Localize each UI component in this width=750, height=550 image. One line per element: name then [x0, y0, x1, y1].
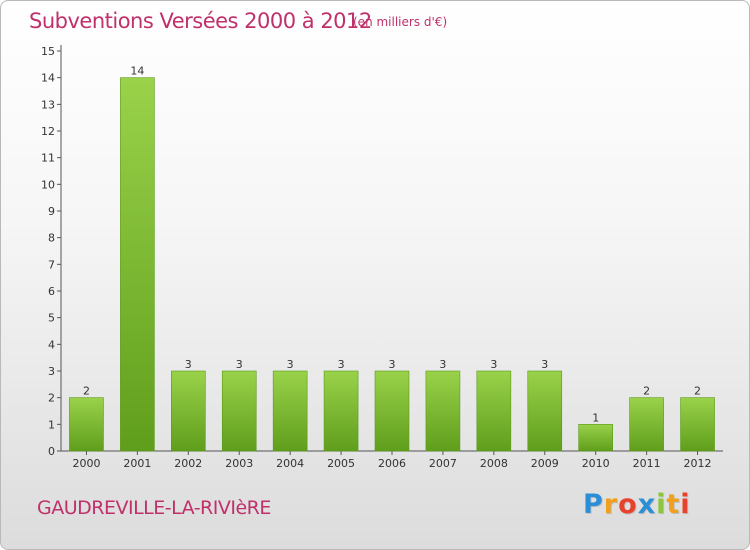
y-tick-label: 14	[41, 72, 55, 85]
x-tick-label: 2001	[123, 457, 151, 470]
x-tick-label: 2010	[582, 457, 610, 470]
bar-value-label: 2	[694, 385, 701, 398]
logo-letter: t	[666, 489, 680, 520]
y-tick-label: 1	[48, 418, 55, 431]
y-tick-label: 6	[48, 285, 55, 298]
y-tick-label: 13	[41, 98, 55, 111]
bar	[527, 370, 563, 452]
bar	[476, 370, 512, 452]
y-tick-label: 7	[48, 258, 55, 271]
y-tick-label: 11	[41, 152, 55, 165]
x-tick-label: 2008	[480, 457, 508, 470]
bar	[69, 397, 104, 452]
bar	[425, 370, 461, 452]
bar	[272, 370, 308, 452]
x-tick-label: 2003	[225, 457, 253, 470]
x-tick-label: 2005	[327, 457, 355, 470]
chart-units: (en milliers d'€)	[353, 15, 448, 29]
bar-value-label: 3	[541, 358, 548, 371]
bar	[120, 77, 155, 452]
bar	[578, 424, 613, 452]
bar	[680, 397, 715, 452]
bar-value-label: 3	[338, 358, 345, 371]
bar-value-label: 3	[389, 358, 396, 371]
chart-title: Subventions Versées 2000 à 2012	[29, 9, 372, 33]
x-tick-label: 2011	[633, 457, 661, 470]
bar-value-label: 3	[490, 358, 497, 371]
bar-value-label: 3	[236, 358, 243, 371]
x-tick-label: 2000	[72, 457, 100, 470]
y-tick-label: 15	[41, 45, 55, 58]
bar-value-label: 1	[592, 411, 599, 424]
y-tick-label: 3	[48, 365, 55, 378]
y-tick-label: 10	[41, 178, 55, 191]
bar-value-label: 2	[83, 385, 90, 398]
logo-letter: x	[637, 489, 656, 520]
logo-letter: P	[583, 489, 603, 520]
bar	[323, 370, 359, 452]
logo-letter: r	[603, 489, 618, 520]
chart-bars: 2 14 3 3 3 3 3 3 3 3 1 2 2	[69, 65, 715, 452]
logo-letter: o	[618, 489, 637, 520]
x-tick-label: 2004	[276, 457, 304, 470]
logo-letter: i	[680, 489, 690, 520]
y-tick-label: 12	[41, 125, 55, 138]
bar-value-label: 3	[287, 358, 294, 371]
y-tick-label: 9	[48, 205, 55, 218]
y-tick-label: 4	[48, 338, 55, 351]
y-tick-label: 5	[48, 312, 55, 325]
x-tick-label: 2009	[531, 457, 559, 470]
bar	[221, 370, 257, 452]
logo-letter: i	[656, 489, 666, 520]
x-tick-label: 2002	[174, 457, 202, 470]
bar	[171, 370, 206, 452]
bar	[629, 397, 664, 452]
y-tick-label: 8	[48, 232, 55, 245]
x-tick-label: 2006	[378, 457, 406, 470]
bar-value-label: 14	[130, 65, 144, 78]
bar-value-label: 3	[439, 358, 446, 371]
y-tick-label: 2	[48, 392, 55, 405]
x-tick-label: 2007	[429, 457, 457, 470]
x-tick-label: 2012	[684, 457, 712, 470]
commune-name: GAUDREVILLE-LA-RIVIèRE	[37, 497, 271, 519]
bar	[374, 370, 410, 452]
bar-value-label: 2	[643, 385, 650, 398]
bar-value-label: 3	[185, 358, 192, 371]
y-tick-label: 0	[48, 445, 55, 458]
